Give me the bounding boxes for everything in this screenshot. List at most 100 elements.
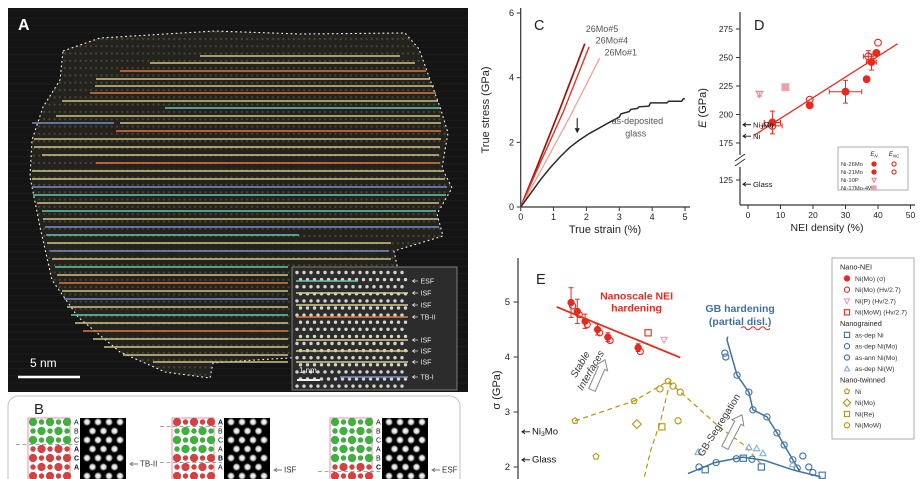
lattice-dot <box>368 320 373 324</box>
data-point <box>596 329 604 337</box>
hrtem-dot <box>83 418 91 426</box>
atom <box>62 417 72 427</box>
legend-item-label: Ni(MoW) (Hv/2.7) <box>855 310 907 317</box>
atom <box>55 419 62 425</box>
hrtem-dot <box>401 427 410 435</box>
lattice-dot <box>326 334 331 339</box>
hrtem-dot <box>385 472 393 479</box>
lattice-dot <box>319 334 324 339</box>
atom <box>47 428 53 434</box>
lattice-dot <box>368 306 373 310</box>
atom <box>199 437 206 443</box>
lattice-dot <box>337 285 341 289</box>
lattice-dot <box>323 356 327 360</box>
panel-d-label: D <box>754 18 764 34</box>
lattice-dot <box>368 277 373 282</box>
annotation-arrow <box>431 467 440 473</box>
lattice-dot <box>330 299 334 303</box>
legend-item-label: as-dep Ni(Mo) <box>855 344 897 351</box>
hrtem-dot <box>396 454 404 462</box>
data-point <box>763 413 771 421</box>
legend-marker <box>843 298 851 305</box>
y-tick-label: 4 <box>505 352 510 363</box>
atom <box>339 462 348 472</box>
atom <box>198 426 207 436</box>
atom <box>28 471 38 479</box>
reference-arrow <box>742 181 751 187</box>
atom <box>364 453 374 463</box>
lattice-dot <box>351 285 355 289</box>
data-point <box>722 353 730 361</box>
legend-item-label: Ni(MoW) <box>855 423 881 430</box>
data-point <box>745 388 753 396</box>
y-tick-label: 3 <box>505 407 510 418</box>
lattice-dot <box>330 356 334 360</box>
atom <box>174 464 180 470</box>
data-point <box>571 417 579 424</box>
x-tick-label: 50 <box>906 210 916 220</box>
lattice-dot <box>340 334 345 339</box>
hrtem-dot <box>385 418 393 426</box>
lattice-dot <box>309 370 313 374</box>
scale-bar-label: 5 nm <box>30 356 57 370</box>
lattice-dot <box>354 363 359 367</box>
hrtem-dot <box>407 436 415 444</box>
hrtem-dot <box>232 427 241 435</box>
legend-frame <box>837 146 909 191</box>
lattice-dot <box>326 306 331 310</box>
atom <box>191 446 197 452</box>
atom <box>182 419 189 425</box>
lattice-dot <box>295 370 299 374</box>
x-axis-title: NEI density (%) <box>791 222 864 234</box>
atom <box>332 428 338 434</box>
panel-b-label: B <box>34 401 44 418</box>
legend-section-header: Nanograined <box>840 319 882 328</box>
legend-marker <box>843 422 851 429</box>
atom <box>199 455 206 461</box>
data-point <box>659 336 669 345</box>
x-tick-label: 40 <box>873 210 883 220</box>
data-point <box>793 464 801 472</box>
reference-arrow <box>521 429 530 435</box>
data-point <box>656 385 664 393</box>
legend-marker <box>871 185 877 191</box>
lattice-dot <box>365 313 369 317</box>
data-point <box>748 455 756 463</box>
lattice-dot <box>333 334 338 339</box>
atom <box>64 446 70 452</box>
atom <box>208 446 214 452</box>
hrtem-dot <box>401 463 410 471</box>
lattice-dot <box>302 299 306 303</box>
atom <box>45 435 55 445</box>
lattice-dot <box>375 277 380 282</box>
panel-d-legend: EN ENC Ni-26Mo Ni-21Mo Ni-10P Ni-17Mo-4W <box>837 146 909 192</box>
hrtem-dot <box>243 463 252 471</box>
legend-marker <box>843 286 851 293</box>
data-point <box>695 463 703 471</box>
legend-col-header: ENC <box>889 152 900 158</box>
hrtem-dot <box>238 418 246 426</box>
data-point <box>693 447 703 456</box>
lattice-dot <box>393 285 397 289</box>
defect-annotation: ESF <box>442 466 458 475</box>
lattice-dot <box>344 341 348 346</box>
lattice-dot <box>386 285 390 289</box>
data-point <box>805 95 814 104</box>
lattice-dot <box>386 299 390 303</box>
inset-defect-label: ESF <box>421 279 435 286</box>
inset-arrow <box>411 314 418 320</box>
atom <box>181 444 190 454</box>
hrtem-dot <box>407 454 415 462</box>
data-point <box>636 347 644 356</box>
hrtem-dot <box>396 436 404 444</box>
stacking-letter: C <box>376 438 381 445</box>
legend-item-label: Ni(P) (Hv/2.7) <box>855 298 896 305</box>
annotation-arrow <box>273 467 282 473</box>
lattice-dot <box>337 384 341 388</box>
legend-item-label: as-ann Ni(Mo) <box>855 355 897 362</box>
data-point <box>818 471 826 479</box>
lattice-dot <box>351 299 355 303</box>
inset-scale-bar-label: 1 nm <box>299 366 317 375</box>
atom <box>38 473 45 479</box>
inset-defect-label: ISF <box>421 360 432 367</box>
